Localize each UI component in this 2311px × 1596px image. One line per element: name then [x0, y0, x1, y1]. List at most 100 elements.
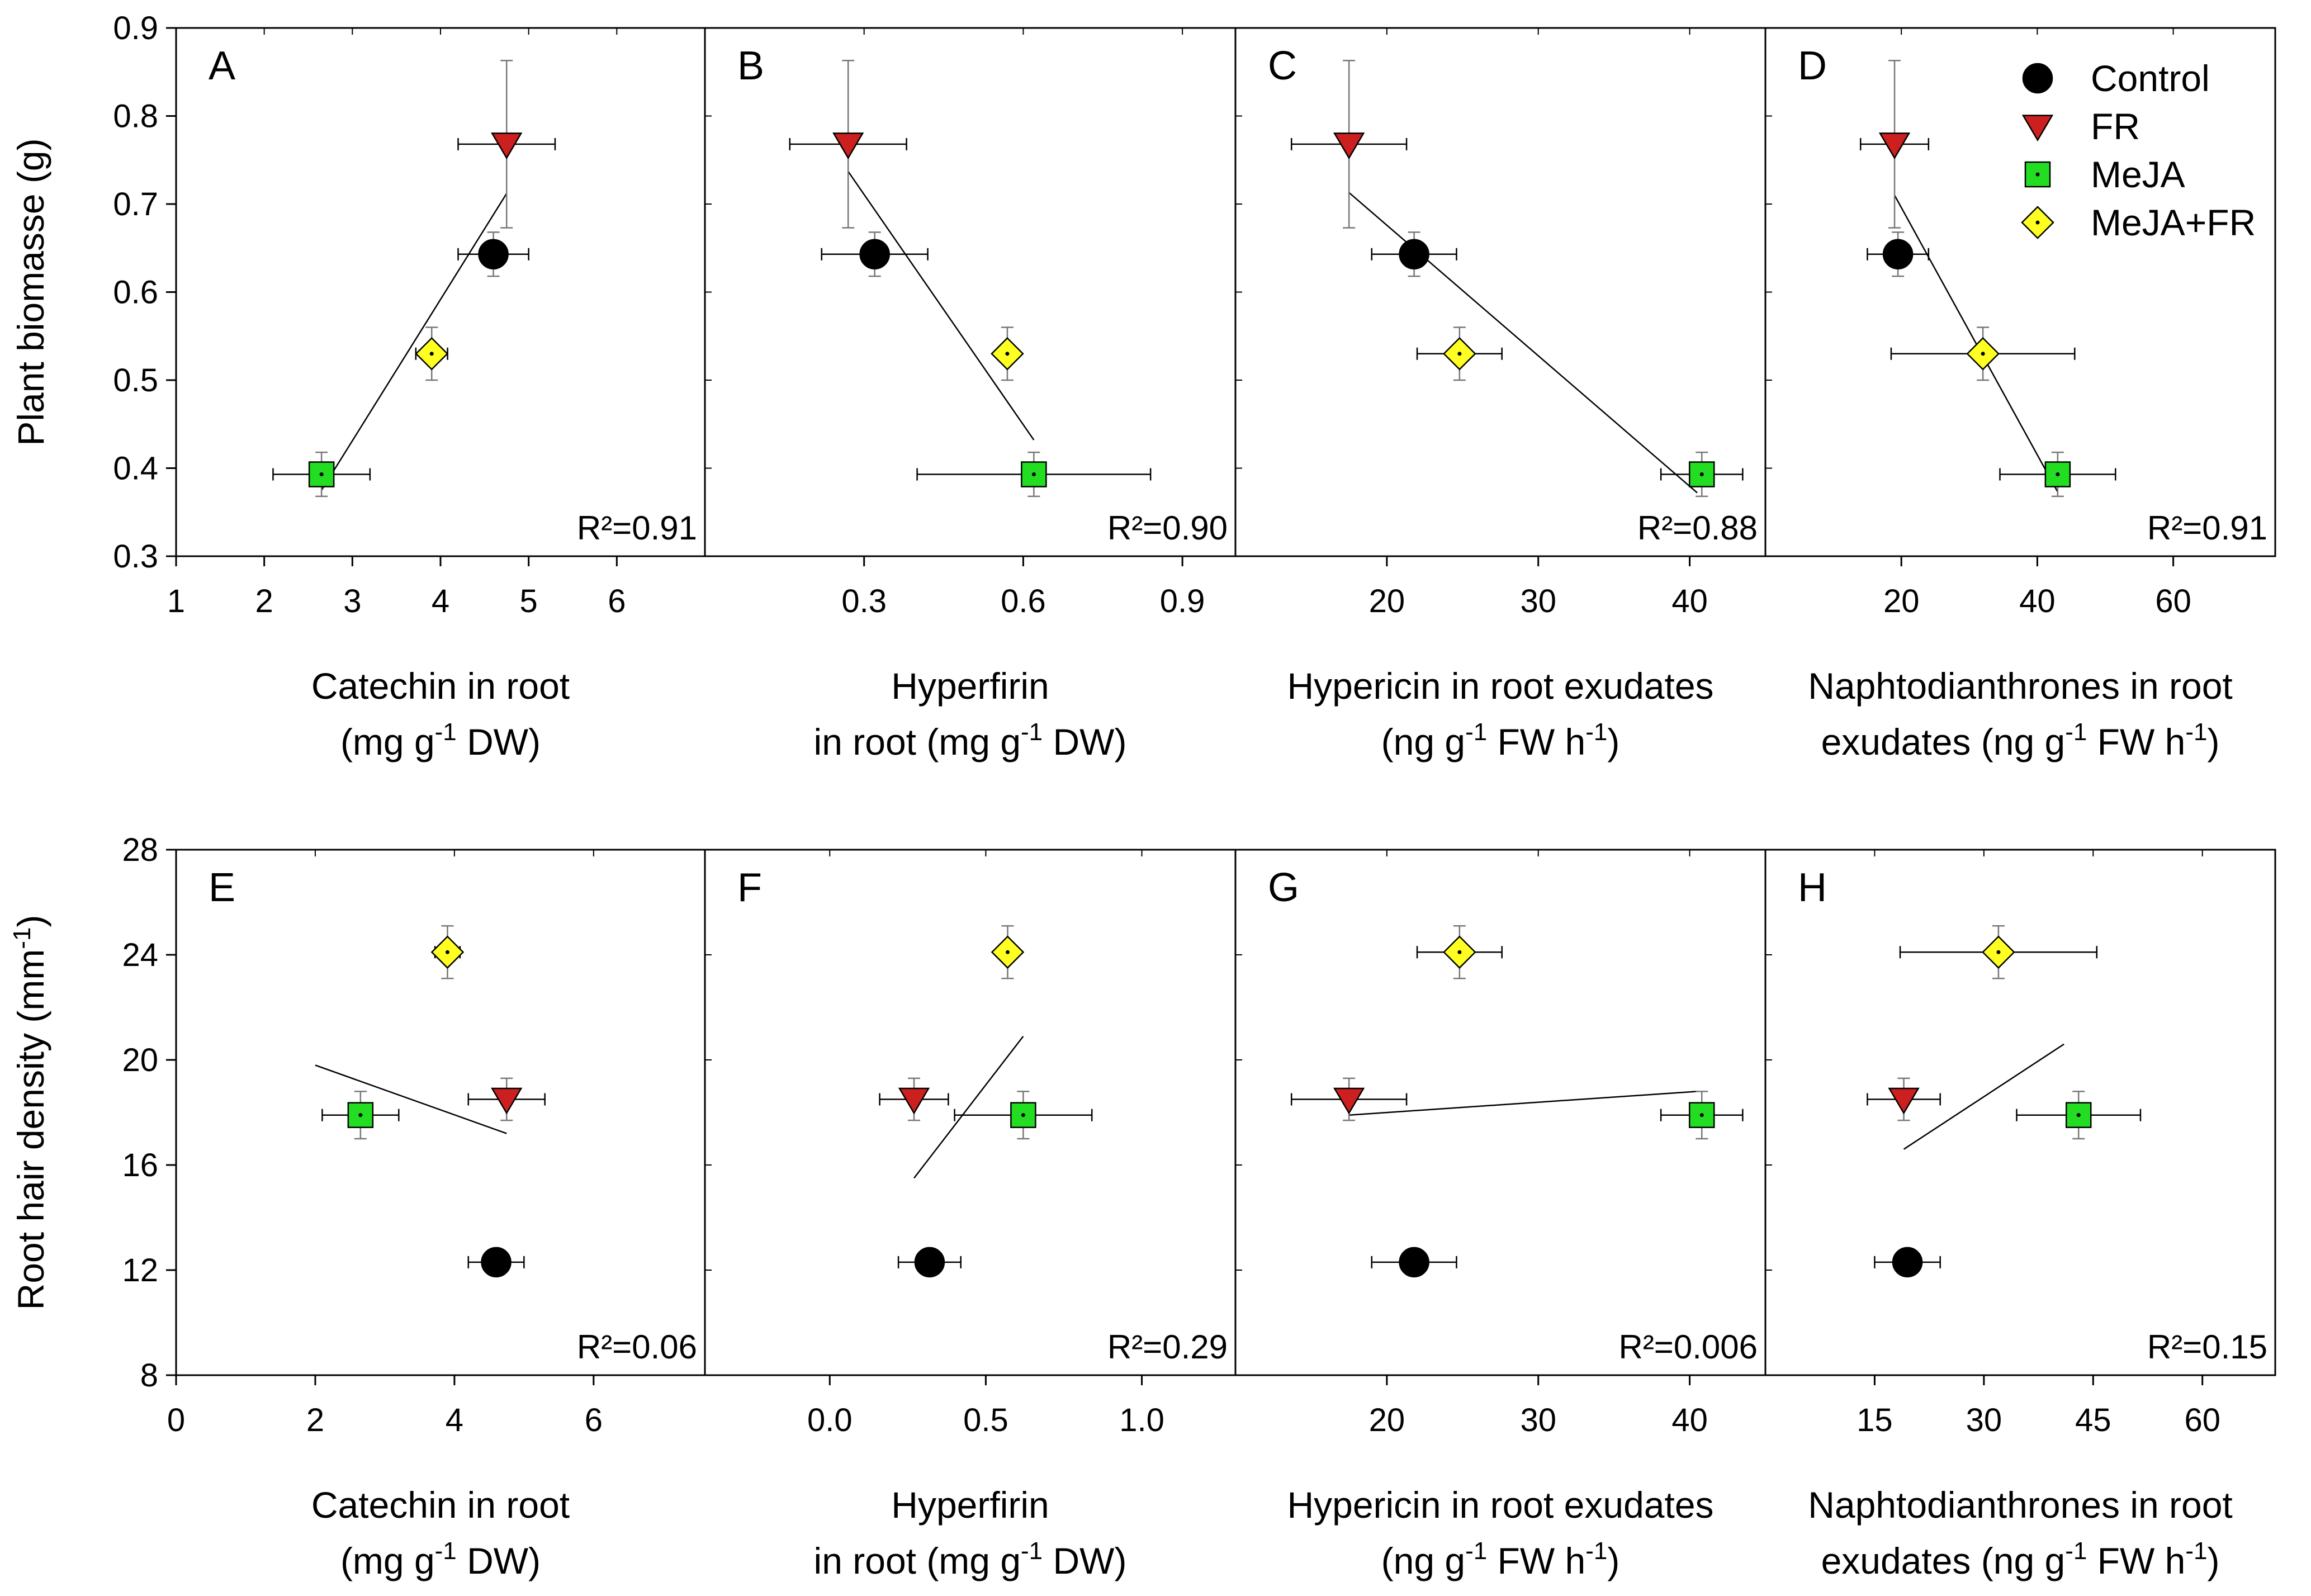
point-meja [347, 1102, 374, 1128]
point-fr [898, 1087, 930, 1115]
panel-letter-C: C [1268, 44, 1297, 88]
r2-label: R²=0.91 [2147, 509, 2267, 547]
regression-line [913, 1035, 1024, 1179]
y-tick-label: 24 [122, 937, 158, 973]
point-fr [1888, 1087, 1920, 1115]
x-axis-title-line2: in root (mg g-1 DW) [814, 718, 1127, 763]
x-tick-label: 0.9 [1160, 583, 1205, 619]
y-tick-label: 28 [122, 832, 158, 868]
x-tick-label: 1.0 [1119, 1402, 1164, 1438]
point-fr [491, 1087, 523, 1115]
x-tick-label: 60 [2184, 1402, 2220, 1438]
point-mejafr-dot [1457, 950, 1462, 954]
panel-C: C R²=0.88 20 30 40 Hypericin in root exudates… [1268, 28, 1758, 763]
x-axis-title-line1: Hyperfirin [891, 1484, 1049, 1526]
panel-F: F R²=0.29 0.0 0.5 1.0 Hyperfirin in root (mg g… [737, 850, 1228, 1581]
x-tick-label: 40 [1671, 583, 1708, 619]
r2-label: R²=0.90 [1107, 509, 1228, 547]
y-tick-label: 0.9 [113, 10, 158, 46]
regression-line [321, 193, 508, 491]
x-tick-label: 2 [306, 1402, 324, 1438]
point-control [914, 1247, 945, 1278]
y-tick-label: 0.6 [113, 274, 158, 311]
point-control [1399, 1247, 1429, 1278]
point-control [859, 239, 890, 270]
panel-H: H R²=0.15 15 30 45 60 Naphtodianthrones in roo… [1798, 850, 2267, 1581]
point-meja-dot [1021, 1113, 1025, 1117]
y-axis-title-row-1: Plant biomasse (g) [10, 138, 51, 446]
y-tick-label: 12 [122, 1252, 158, 1289]
x-axis-title-line1: Catechin in root [311, 665, 570, 707]
point-mejafr-dot [429, 352, 434, 356]
x-tick-label: 6 [585, 1402, 603, 1438]
legend-marker-mejafr-dot [2035, 220, 2040, 225]
point-control [1892, 1247, 1923, 1278]
point-fr [832, 132, 864, 160]
point-mejafr-dot [445, 950, 449, 954]
panel-letter-E: E [209, 865, 235, 910]
x-tick-label: 60 [2155, 583, 2191, 619]
panel-letter-F: F [737, 865, 762, 910]
x-axis-title-line2: (mg g-1 DW) [340, 718, 541, 763]
x-axis-title-line2: (ng g-1 FW h-1) [1381, 1537, 1620, 1581]
panel-letter-H: H [1798, 865, 1827, 910]
y-tick-label: 16 [122, 1147, 158, 1183]
regression-line [847, 171, 1035, 441]
x-axis-title-line2: in root (mg g-1 DW) [814, 1537, 1127, 1581]
y-tick-label: 20 [122, 1042, 158, 1078]
point-meja-dot [358, 1113, 363, 1117]
x-tick-label: 30 [1520, 1402, 1556, 1438]
x-tick-label: 20 [1369, 1402, 1405, 1438]
x-axis-title-line1: Hypericin in root exudates [1287, 1484, 1713, 1526]
x-tick-label: 0.0 [807, 1402, 853, 1438]
r2-label: R²=0.15 [2147, 1328, 2267, 1366]
panel-letter-G: G [1268, 865, 1299, 910]
y-tick-label: 0.8 [113, 98, 158, 135]
x-axis-title-line1: Naphtodianthrones in root [1808, 1484, 2233, 1526]
r2-label: R²=0.06 [577, 1328, 697, 1366]
point-fr [1333, 132, 1365, 160]
point-control [481, 1247, 512, 1278]
x-tick-label: 6 [608, 583, 626, 619]
r2-label: R²=0.91 [577, 509, 697, 547]
regression-line [1348, 192, 1698, 494]
x-axis-title-line1: Catechin in root [311, 1484, 570, 1526]
y-tick-label: 8 [140, 1357, 158, 1394]
legend-label-control: Control [2091, 58, 2210, 99]
point-mejafr-dot [1981, 352, 1985, 356]
x-tick-label: 4 [432, 583, 449, 619]
regression-line [1349, 1091, 1698, 1116]
x-tick-label: 0.5 [963, 1402, 1008, 1438]
legend-label-fr: FR [2091, 106, 2140, 147]
point-meja-dot [1699, 1113, 1704, 1117]
x-tick-label: 30 [1966, 1402, 2002, 1438]
point-mejafr-dot [1005, 950, 1010, 954]
legend-label-mejafr: MeJA+FR [2091, 202, 2256, 243]
x-axis-title-line2: exudates (ng g-1 FW h-1) [1821, 1537, 2220, 1581]
panel-D: D R²=0.91 20 40 60 Naphtodianthrones in root e… [1798, 28, 2267, 763]
y-tick-label: 0.5 [113, 362, 158, 399]
x-axis-title-line2: (mg g-1 DW) [340, 1537, 541, 1581]
x-tick-label: 20 [1369, 583, 1405, 619]
x-tick-label: 40 [2019, 583, 2056, 619]
x-axis-title-line1: Hypericin in root exudates [1287, 665, 1713, 707]
point-mejafr-dot [1005, 352, 1010, 356]
point-control [1399, 239, 1429, 270]
legend-marker-fr [2021, 115, 2054, 142]
point-mejafr-dot [1996, 950, 2001, 954]
point-meja-dot [2076, 1113, 2081, 1117]
x-tick-label: 0.6 [1001, 583, 1046, 619]
x-tick-label: 4 [446, 1402, 463, 1438]
x-tick-label: 30 [1520, 583, 1556, 619]
point-control [1882, 239, 1914, 270]
regression-line [1893, 195, 2058, 492]
x-tick-label: 2 [255, 583, 273, 619]
panel-letter-B: B [737, 44, 764, 88]
x-tick-label: 20 [1883, 583, 1920, 619]
x-axis-title-line2: (ng g-1 FW h-1) [1381, 718, 1620, 763]
panel-letter-A: A [209, 44, 235, 88]
point-fr [1878, 132, 1911, 160]
x-axis-title-line1: Naphtodianthrones in root [1808, 665, 2233, 707]
x-axis-title-line2: exudates (ng g-1 FW h-1) [1821, 718, 2220, 763]
panel-B: B R²=0.90 0.3 0.6 0.9 Hyperfirin in root (mg g… [737, 28, 1228, 763]
